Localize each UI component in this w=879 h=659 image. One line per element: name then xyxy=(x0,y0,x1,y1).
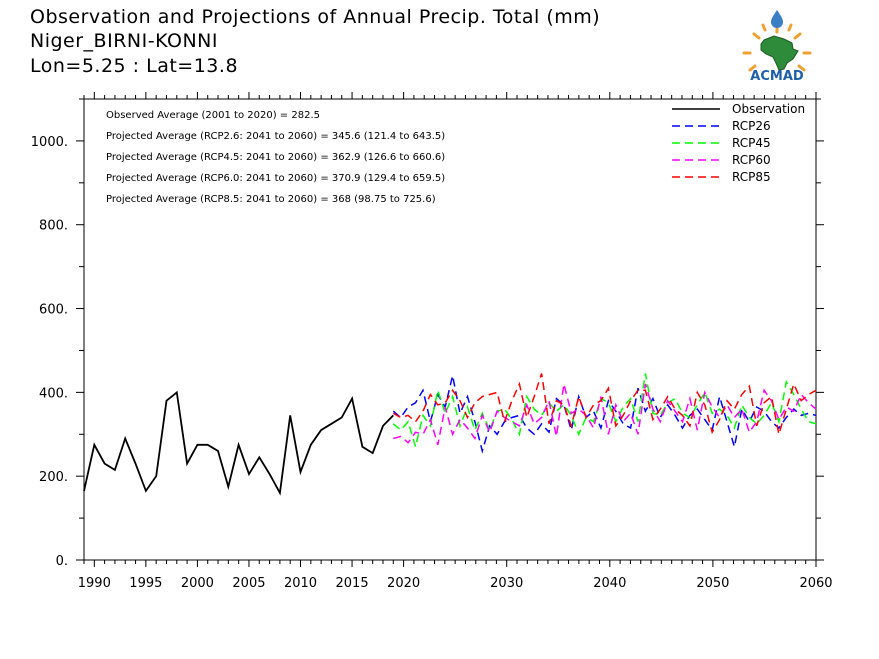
raindrop-icon xyxy=(771,10,783,28)
average-annotation: Projected Average (RCP2.6: 2041 to 2060)… xyxy=(106,131,445,142)
sun-rays-icon xyxy=(742,23,812,72)
legend-label: RCP26 xyxy=(732,119,771,133)
x-tick-label: 2010 xyxy=(284,576,317,591)
y-tick-label: 600. xyxy=(39,303,68,318)
y-tick-label: 400. xyxy=(39,386,68,401)
average-annotation: Projected Average (RCP8.5: 2041 to 2060)… xyxy=(106,194,436,205)
average-annotation: Projected Average (RCP4.5: 2041 to 2060)… xyxy=(106,152,445,163)
x-tick-label: 2020 xyxy=(387,576,420,591)
x-tick-label: 2030 xyxy=(490,576,523,591)
africa-map-sun-logo: ACMAD xyxy=(742,10,812,84)
legend-label: Observation xyxy=(732,102,805,116)
x-tick-label: 2060 xyxy=(799,576,832,591)
y-tick-label: 800. xyxy=(39,219,68,234)
legend-label: RCP85 xyxy=(732,170,771,184)
x-tick-label: 2050 xyxy=(696,576,729,591)
legend-label: RCP60 xyxy=(732,153,771,167)
x-tick-label: 1995 xyxy=(129,576,162,591)
plot-border xyxy=(83,98,817,561)
series-line-rcp45 xyxy=(392,373,817,450)
average-annotation: Projected Average (RCP6.0: 2041 to 2060)… xyxy=(106,173,445,184)
x-tick-label: 1990 xyxy=(78,576,111,591)
legend-label: RCP45 xyxy=(732,136,771,150)
series-line-rcp60 xyxy=(393,383,817,446)
y-tick-label: 200. xyxy=(39,470,68,485)
x-tick-label: 2005 xyxy=(232,576,265,591)
chart-title: Observation and Projections of Annual Pr… xyxy=(30,6,601,28)
average-annotation: Observed Average (2001 to 2020) = 282.5 xyxy=(106,110,320,121)
y-tick-label: 0. xyxy=(56,554,68,569)
y-tick-label: 1000. xyxy=(31,135,68,150)
x-tick-label: 2000 xyxy=(181,576,214,591)
observation-line xyxy=(83,390,394,496)
africa-continent-icon xyxy=(760,35,799,71)
x-tick-label: 2040 xyxy=(593,576,626,591)
x-tick-label: 2015 xyxy=(336,576,369,591)
chart-subtitle-location: Niger_BIRNI-KONNI xyxy=(30,30,218,52)
logo-text: ACMAD xyxy=(750,69,804,84)
chart-subtitle-coordinates: Lon=5.25 : Lat=13.8 xyxy=(30,55,239,77)
